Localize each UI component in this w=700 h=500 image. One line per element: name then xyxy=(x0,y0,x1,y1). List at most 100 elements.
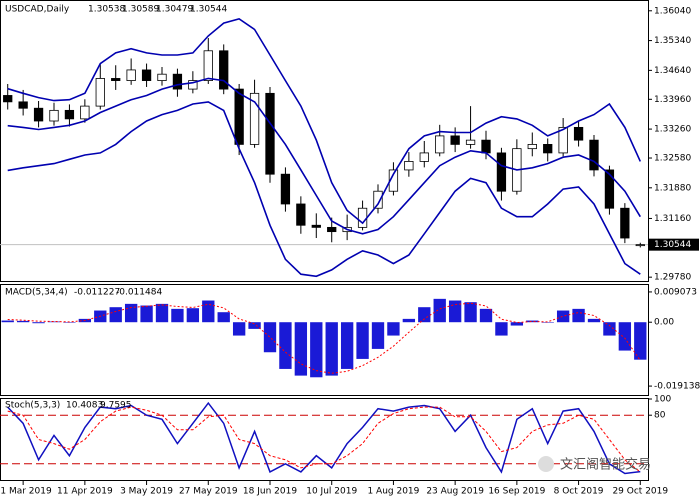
candle-body xyxy=(64,109,75,120)
y-tick-label: 1.31880 xyxy=(654,183,691,193)
macd-signal-value: -0.011484 xyxy=(116,288,162,298)
candle-body xyxy=(49,109,59,122)
candle-body xyxy=(558,126,568,154)
macd-bar xyxy=(356,322,369,359)
macd-signal xyxy=(7,302,641,374)
stoch-panel xyxy=(0,398,649,481)
candle-body xyxy=(172,73,183,90)
candle-body xyxy=(527,144,537,150)
macd-bar xyxy=(109,307,122,323)
candle-body xyxy=(234,88,244,145)
macd-bar xyxy=(263,322,277,353)
candle-body xyxy=(249,92,260,145)
macd-bar xyxy=(510,322,524,326)
y-tick-label: 80 xyxy=(654,411,666,421)
y-tick-label: 0.009073 xyxy=(654,287,697,297)
macd-bar xyxy=(202,300,215,323)
candle-body xyxy=(357,207,368,228)
macd-bar xyxy=(448,300,462,323)
last-price-box xyxy=(649,238,699,251)
candle-body xyxy=(111,78,121,81)
candle-body xyxy=(280,173,291,205)
candle-body xyxy=(419,152,429,162)
x-tick-label: 27 May 2019 xyxy=(179,487,238,497)
watermark-icon xyxy=(538,456,554,472)
y-tick-label: 100 xyxy=(654,395,671,405)
stoch-line-0 xyxy=(7,401,641,475)
macd-bar xyxy=(140,305,153,323)
candle-body xyxy=(450,135,460,145)
macd-bar xyxy=(387,322,400,336)
header-low: 1.30479 xyxy=(156,5,193,15)
macd-bar xyxy=(16,320,30,323)
candle-body xyxy=(465,139,476,145)
header-high: 1.30589 xyxy=(122,5,159,15)
candle-body xyxy=(620,207,630,239)
x-tick-label: 10 Jul 2019 xyxy=(306,487,357,497)
macd-panel xyxy=(0,284,649,396)
macd-bar xyxy=(479,308,493,323)
candle-body xyxy=(33,107,44,122)
y-tick-label: 0.00 xyxy=(654,318,674,328)
candle-body xyxy=(80,105,90,120)
y-tick-label: 1.35340 xyxy=(654,36,691,46)
y-tick-label: 1.31160 xyxy=(654,214,691,224)
x-tick-label: 11 Apr 2019 xyxy=(57,487,113,497)
candle-body xyxy=(388,169,399,192)
macd-bar xyxy=(572,308,585,323)
macd-bar xyxy=(310,322,323,378)
candle-body xyxy=(219,50,229,90)
candle-body xyxy=(496,152,507,192)
candle-body xyxy=(265,92,275,175)
macd-bar xyxy=(325,322,338,376)
macd-bar xyxy=(634,322,647,360)
bollinger-lower xyxy=(7,101,641,278)
macd-bar xyxy=(495,322,508,336)
candle-body xyxy=(435,135,445,154)
macd-bar xyxy=(340,322,354,369)
macd-bar xyxy=(32,322,45,324)
candle-body xyxy=(573,126,584,141)
y-tick-label: 1.34640 xyxy=(654,66,691,76)
x-tick-label: 8 Oct 2019 xyxy=(554,487,604,497)
macd-bar xyxy=(433,298,446,323)
bollinger-middle xyxy=(7,77,641,235)
header-open: 1.30538 xyxy=(88,5,125,15)
x-tick-label: 23 Aug 2019 xyxy=(426,487,484,497)
macd-bar xyxy=(248,322,261,329)
stoch-k-value: 10.4083 xyxy=(66,401,103,411)
x-tick-label: 21 Mar 2019 xyxy=(0,487,52,497)
macd-bar xyxy=(47,321,61,323)
y-tick-label: 1.36040 xyxy=(654,6,691,16)
candle-body xyxy=(157,73,167,81)
macd-bar xyxy=(279,322,292,369)
macd-bar xyxy=(63,322,76,323)
macd-bar xyxy=(526,320,539,323)
macd-bar xyxy=(464,302,477,323)
candle-body xyxy=(18,101,28,109)
watermark: 文汇阁智能交易 xyxy=(560,457,651,473)
last-price-label: 1.30544 xyxy=(654,240,691,250)
candle-body xyxy=(481,139,491,154)
bollinger-upper xyxy=(7,18,642,225)
y-tick-label: 1.33260 xyxy=(654,125,691,135)
macd-bar xyxy=(171,308,184,323)
candle-body xyxy=(311,224,321,228)
candle-body xyxy=(404,161,414,171)
macd-bar xyxy=(603,322,616,336)
candle-body xyxy=(3,95,13,103)
candle-body xyxy=(327,226,337,233)
header-close: 1.30544 xyxy=(190,5,227,15)
candle-body xyxy=(203,50,213,81)
x-tick-label: 1 Aug 2019 xyxy=(367,487,419,497)
x-tick-label: 18 Jun 2019 xyxy=(243,487,297,497)
x-tick-label: 16 Sep 2019 xyxy=(488,487,545,497)
macd-bar xyxy=(186,308,200,323)
macd-bar xyxy=(587,318,601,323)
y-tick-label: 1.33960 xyxy=(654,95,691,105)
macd-bar xyxy=(618,322,632,351)
macd-bar xyxy=(155,303,169,323)
plot-layer: 1.36040 1.35340 1.34640 1.33960 1.33260 1.325… xyxy=(0,6,700,497)
stoch-d-value: 9.7595 xyxy=(100,401,132,411)
